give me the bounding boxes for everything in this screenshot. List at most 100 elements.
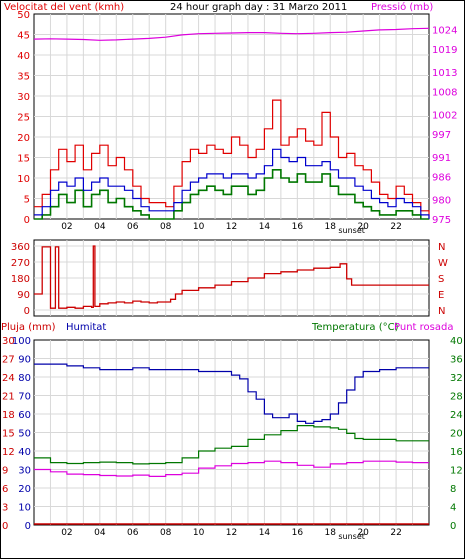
humidity-line	[34, 363, 429, 424]
temperature-tick-label: 28	[450, 392, 463, 403]
wind-tick-label: 5	[24, 195, 30, 206]
sunset-tick-label: sunset	[338, 226, 365, 235]
temperature-tick-label: 20	[450, 429, 463, 440]
direction-tick-label: 180	[11, 274, 30, 285]
rain-axis-label: Pluja (mm)	[1, 322, 56, 333]
x-tick-label: 06	[127, 222, 139, 232]
wind-speed-line	[34, 99, 430, 219]
panel-wind-right-ticks: 975 980 986 991 997 1002 1008 1013 1019 1024	[432, 25, 457, 226]
wind-tick-label: 25	[17, 113, 30, 124]
temperature-tick-label: 32	[450, 373, 463, 384]
panel-wind-left-ticks: 0 5 10 15 20 25 30 35 40 45 50	[17, 10, 30, 226]
x-tick-label: 14	[259, 528, 271, 538]
panel-temp-left-ticks: 0 3 6 9 12 15 18 21 24 27 30 0 10 20 30 40 50 60 70 80 90 100	[2, 336, 31, 532]
panel-direction-grid	[34, 240, 429, 316]
x-tick-label: 12	[226, 528, 237, 538]
temperature-tick-label: 12	[450, 466, 463, 477]
humidity-tick-label: 50	[18, 429, 31, 440]
wind-avg-line	[34, 148, 430, 219]
compass-tick-label: S	[438, 274, 444, 285]
rain-tick-label: 24	[2, 373, 15, 384]
compass-tick-label: E	[438, 290, 444, 301]
temperature-tick-label: 40	[450, 336, 463, 347]
dewpoint-axis-label: Punt rosada	[394, 322, 453, 333]
x-tick-label: 10	[193, 222, 205, 232]
wind-tick-label: 35	[17, 72, 30, 83]
pressure-tick-label: 1008	[432, 87, 457, 98]
pressure-tick-label: 986	[432, 172, 451, 183]
temperature-tick-label: 36	[450, 355, 463, 366]
wind-tick-label: 30	[17, 92, 30, 103]
rain-tick-label: 15	[2, 429, 15, 440]
rain-tick-label: 9	[2, 466, 8, 477]
rain-tick-label: 21	[2, 392, 15, 403]
humidity-tick-label: 20	[18, 484, 31, 495]
x-tick-label: 12	[226, 222, 237, 232]
humidity-axis-label: Humitat	[66, 322, 106, 333]
x-tick-label: 22	[390, 222, 401, 232]
x-tick-label: 02	[61, 222, 72, 232]
direction-tick-label: 0	[24, 306, 30, 317]
pressure-tick-label: 1013	[432, 68, 457, 79]
temperature-line	[34, 425, 429, 465]
panel-temp-right-ticks: 0 4 8 12 16 20 24 28 32 36 40	[450, 336, 463, 532]
wind-tick-label: 45	[17, 31, 30, 42]
wind-axis-label: Velocitat del vent (kmh)	[4, 2, 124, 13]
x-tick-label: 06	[127, 528, 139, 538]
humidity-tick-label: 10	[18, 503, 31, 514]
humidity-tick-label: 30	[18, 466, 31, 477]
humidity-tick-label: 80	[18, 373, 31, 384]
rain-tick-label: 18	[2, 410, 15, 421]
x-tick-label: 04	[94, 528, 106, 538]
chart-title: 24 hour graph day : 31 Marzo 2011	[170, 2, 347, 13]
temperature-tick-label: 24	[450, 410, 463, 421]
wind-direction-line	[34, 245, 429, 309]
wind-tick-label: 20	[17, 133, 30, 144]
pressure-tick-label: 975	[432, 215, 451, 226]
panel-temp-series	[34, 363, 429, 525]
dewpoint-line	[34, 460, 429, 477]
x-tick-label: 18	[325, 222, 337, 232]
pressure-tick-label: 980	[432, 196, 451, 207]
wind-tick-label: 0	[24, 215, 30, 226]
humidity-tick-label: 40	[18, 447, 31, 458]
wind-tick-label: 40	[17, 51, 30, 62]
rain-tick-label: 12	[2, 447, 15, 458]
x-tick-label: 10	[193, 528, 205, 538]
pressure-tick-label: 997	[432, 130, 451, 141]
pressure-line	[33, 27, 430, 41]
temperature-axis-label: Temperatura (°C)	[311, 322, 399, 333]
pressure-tick-label: 991	[432, 153, 451, 164]
temperature-tick-label: 8	[450, 484, 456, 495]
x-tick-label: 16	[292, 528, 304, 538]
humidity-tick-label: 70	[18, 392, 31, 403]
pressure-tick-label: 1024	[432, 25, 457, 36]
wind-tick-label: 10	[17, 174, 30, 185]
temperature-tick-label: 16	[450, 447, 463, 458]
pressure-tick-label: 1019	[432, 45, 457, 56]
pressure-axis-label: Pressió (mb)	[371, 1, 433, 13]
humidity-tick-label: 90	[18, 355, 31, 366]
x-tick-label: 14	[259, 222, 271, 232]
compass-tick-label: W	[438, 258, 448, 269]
rain-tick-label: 6	[2, 484, 8, 495]
rain-tick-label: 27	[2, 355, 15, 366]
wind-tick-label: 15	[17, 154, 30, 165]
rain-tick-label: 0	[2, 521, 8, 532]
humidity-tick-label: 60	[18, 410, 31, 421]
panel-direction-series	[34, 245, 429, 309]
x-tick-label: 16	[292, 222, 304, 232]
x-tick-label: 08	[160, 222, 172, 232]
temperature-tick-label: 4	[450, 503, 456, 514]
x-tick-label: 08	[160, 528, 172, 538]
rain-tick-label: 30	[2, 336, 15, 347]
humidity-tick-label: 0	[25, 521, 31, 532]
x-tick-label: 22	[390, 528, 401, 538]
direction-tick-label: 90	[17, 290, 30, 301]
compass-tick-label: N	[438, 306, 445, 317]
panel-wind-series	[33, 27, 430, 220]
